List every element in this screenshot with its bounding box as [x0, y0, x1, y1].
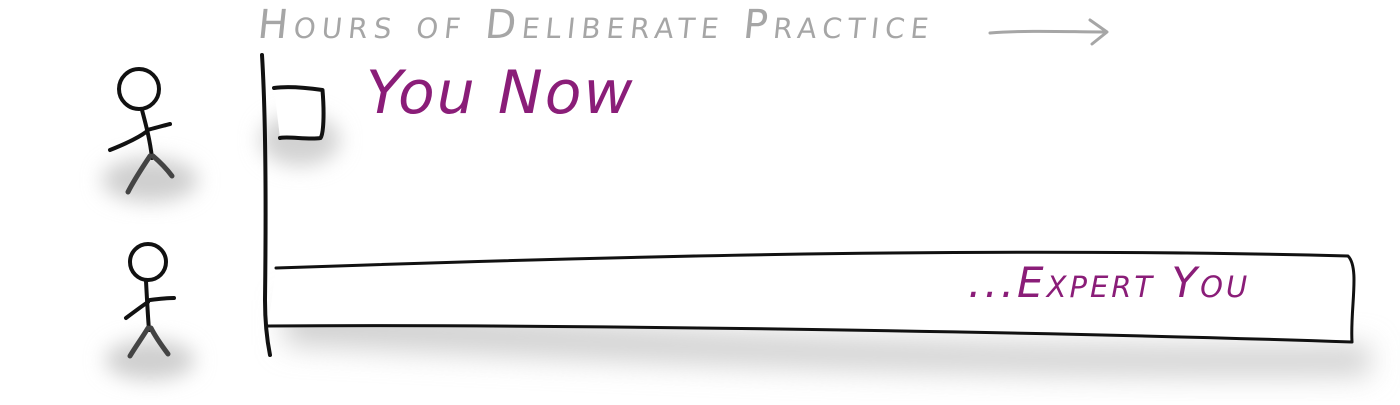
- stick-figure-icon: [108, 67, 175, 195]
- bars: [266, 85, 1356, 344]
- bar-label-you-now: You Now: [366, 58, 635, 128]
- bar-you-now: [272, 85, 326, 141]
- bar-label-expert-you: ...Expert You: [968, 258, 1251, 307]
- stick-figure-icon: [124, 242, 176, 359]
- axis-title: Hours of Deliberate Practice: [255, 2, 938, 48]
- vertical-axis: [260, 53, 272, 357]
- bar-expert-you: [266, 250, 1356, 344]
- shadows: [102, 114, 1370, 380]
- arrow-right-icon: [988, 18, 1109, 46]
